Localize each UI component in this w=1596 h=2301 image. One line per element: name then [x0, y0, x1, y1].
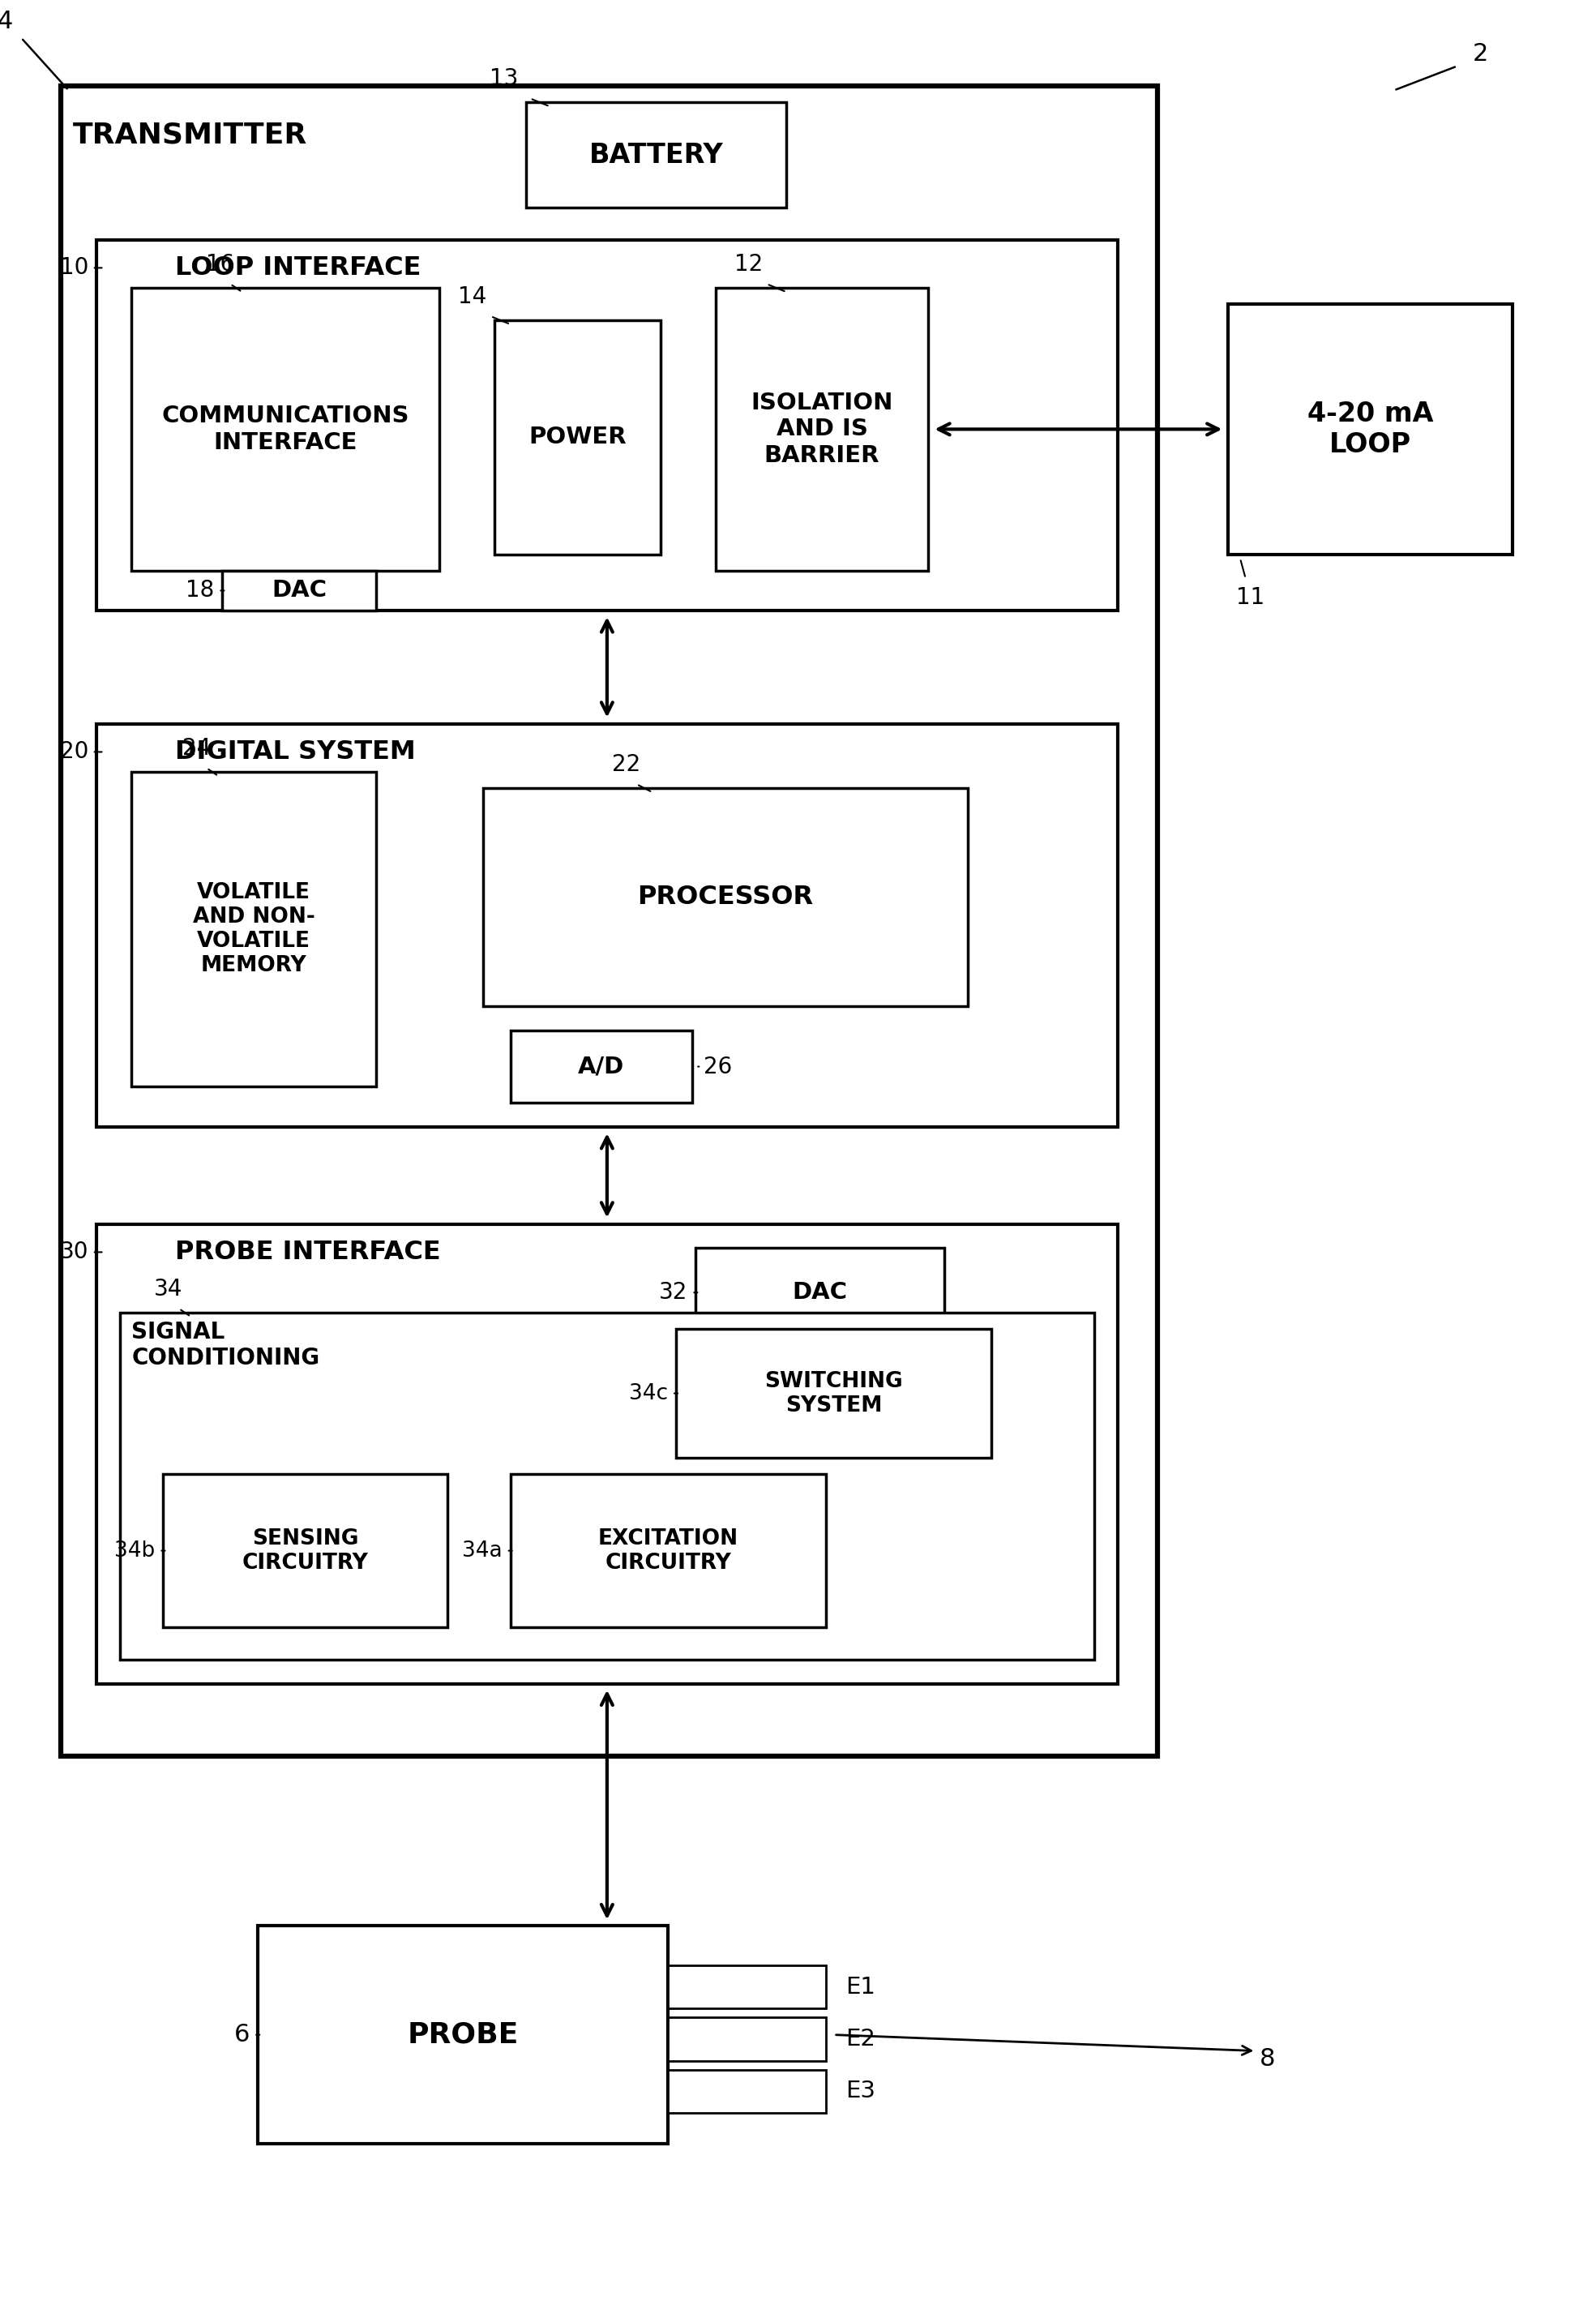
Text: E2: E2	[846, 2027, 876, 2050]
Text: 18: 18	[187, 580, 214, 603]
Text: 24: 24	[182, 736, 211, 759]
Text: 4: 4	[0, 9, 13, 35]
Text: BATTERY: BATTERY	[589, 143, 723, 168]
Bar	[669, 2018, 827, 2062]
Text: COMMUNICATIONS
INTERFACE: COMMUNICATIONS INTERFACE	[161, 405, 409, 453]
Text: 30: 30	[59, 1240, 88, 1263]
Bar	[677, 1328, 991, 1459]
Text: E3: E3	[846, 2080, 876, 2103]
Bar	[96, 1224, 1117, 1684]
Text: ISOLATION
AND IS
BARRIER: ISOLATION AND IS BARRIER	[750, 391, 894, 467]
Bar	[163, 1475, 447, 1627]
Bar	[511, 1031, 691, 1102]
Text: VOLATILE
AND NON-
VOLATILE
MEMORY: VOLATILE AND NON- VOLATILE MEMORY	[193, 881, 314, 976]
Text: PROCESSOR: PROCESSOR	[637, 884, 814, 909]
Text: DAC: DAC	[793, 1282, 847, 1305]
Text: 16: 16	[206, 253, 235, 276]
Bar	[120, 1312, 1095, 1659]
Text: 10: 10	[59, 255, 88, 278]
Text: 13: 13	[490, 67, 519, 90]
Text: DAC: DAC	[271, 580, 327, 603]
Bar	[96, 239, 1117, 610]
Bar	[132, 288, 439, 571]
Text: 26: 26	[704, 1056, 733, 1077]
Text: 34a: 34a	[463, 1539, 503, 1560]
Text: A/D: A/D	[578, 1056, 624, 1077]
Bar	[527, 104, 787, 207]
Text: 34c: 34c	[629, 1383, 669, 1404]
Text: PROBE INTERFACE: PROBE INTERFACE	[176, 1240, 440, 1266]
Text: E1: E1	[846, 1977, 876, 1997]
Text: 2: 2	[1473, 41, 1489, 67]
Text: 34b: 34b	[115, 1539, 155, 1560]
Bar	[715, 288, 929, 571]
Bar	[132, 773, 377, 1086]
Text: 34: 34	[155, 1277, 184, 1300]
Text: SWITCHING
SYSTEM: SWITCHING SYSTEM	[764, 1371, 903, 1415]
Text: EXCITATION
CIRCUITRY: EXCITATION CIRCUITRY	[598, 1528, 739, 1574]
Text: 32: 32	[659, 1282, 688, 1305]
Text: 20: 20	[59, 741, 88, 764]
Text: LOOP INTERFACE: LOOP INTERFACE	[176, 255, 421, 281]
Bar	[495, 320, 661, 555]
Text: 6: 6	[235, 2023, 251, 2046]
Bar	[222, 571, 377, 610]
Bar	[669, 1965, 827, 2009]
Text: PROBE: PROBE	[407, 2020, 519, 2048]
Text: 22: 22	[611, 752, 640, 775]
Text: DIGITAL SYSTEM: DIGITAL SYSTEM	[176, 739, 415, 764]
Bar	[61, 87, 1157, 1756]
Text: TRANSMITTER: TRANSMITTER	[72, 122, 306, 150]
Text: 4-20 mA
LOOP: 4-20 mA LOOP	[1307, 400, 1433, 458]
Text: 14: 14	[458, 285, 487, 308]
Bar	[259, 1926, 669, 2145]
Bar	[696, 1247, 945, 1337]
Bar	[669, 2069, 827, 2112]
Text: 12: 12	[734, 253, 763, 276]
Text: SIGNAL
CONDITIONING: SIGNAL CONDITIONING	[132, 1321, 319, 1369]
Text: SENSING
CIRCUITRY: SENSING CIRCUITRY	[243, 1528, 369, 1574]
Bar	[96, 725, 1117, 1127]
Bar	[1229, 304, 1513, 555]
Text: 8: 8	[1259, 2048, 1275, 2071]
Text: POWER: POWER	[528, 426, 626, 449]
Text: 11: 11	[1237, 587, 1264, 610]
Bar	[482, 789, 967, 1006]
Bar	[511, 1475, 827, 1627]
